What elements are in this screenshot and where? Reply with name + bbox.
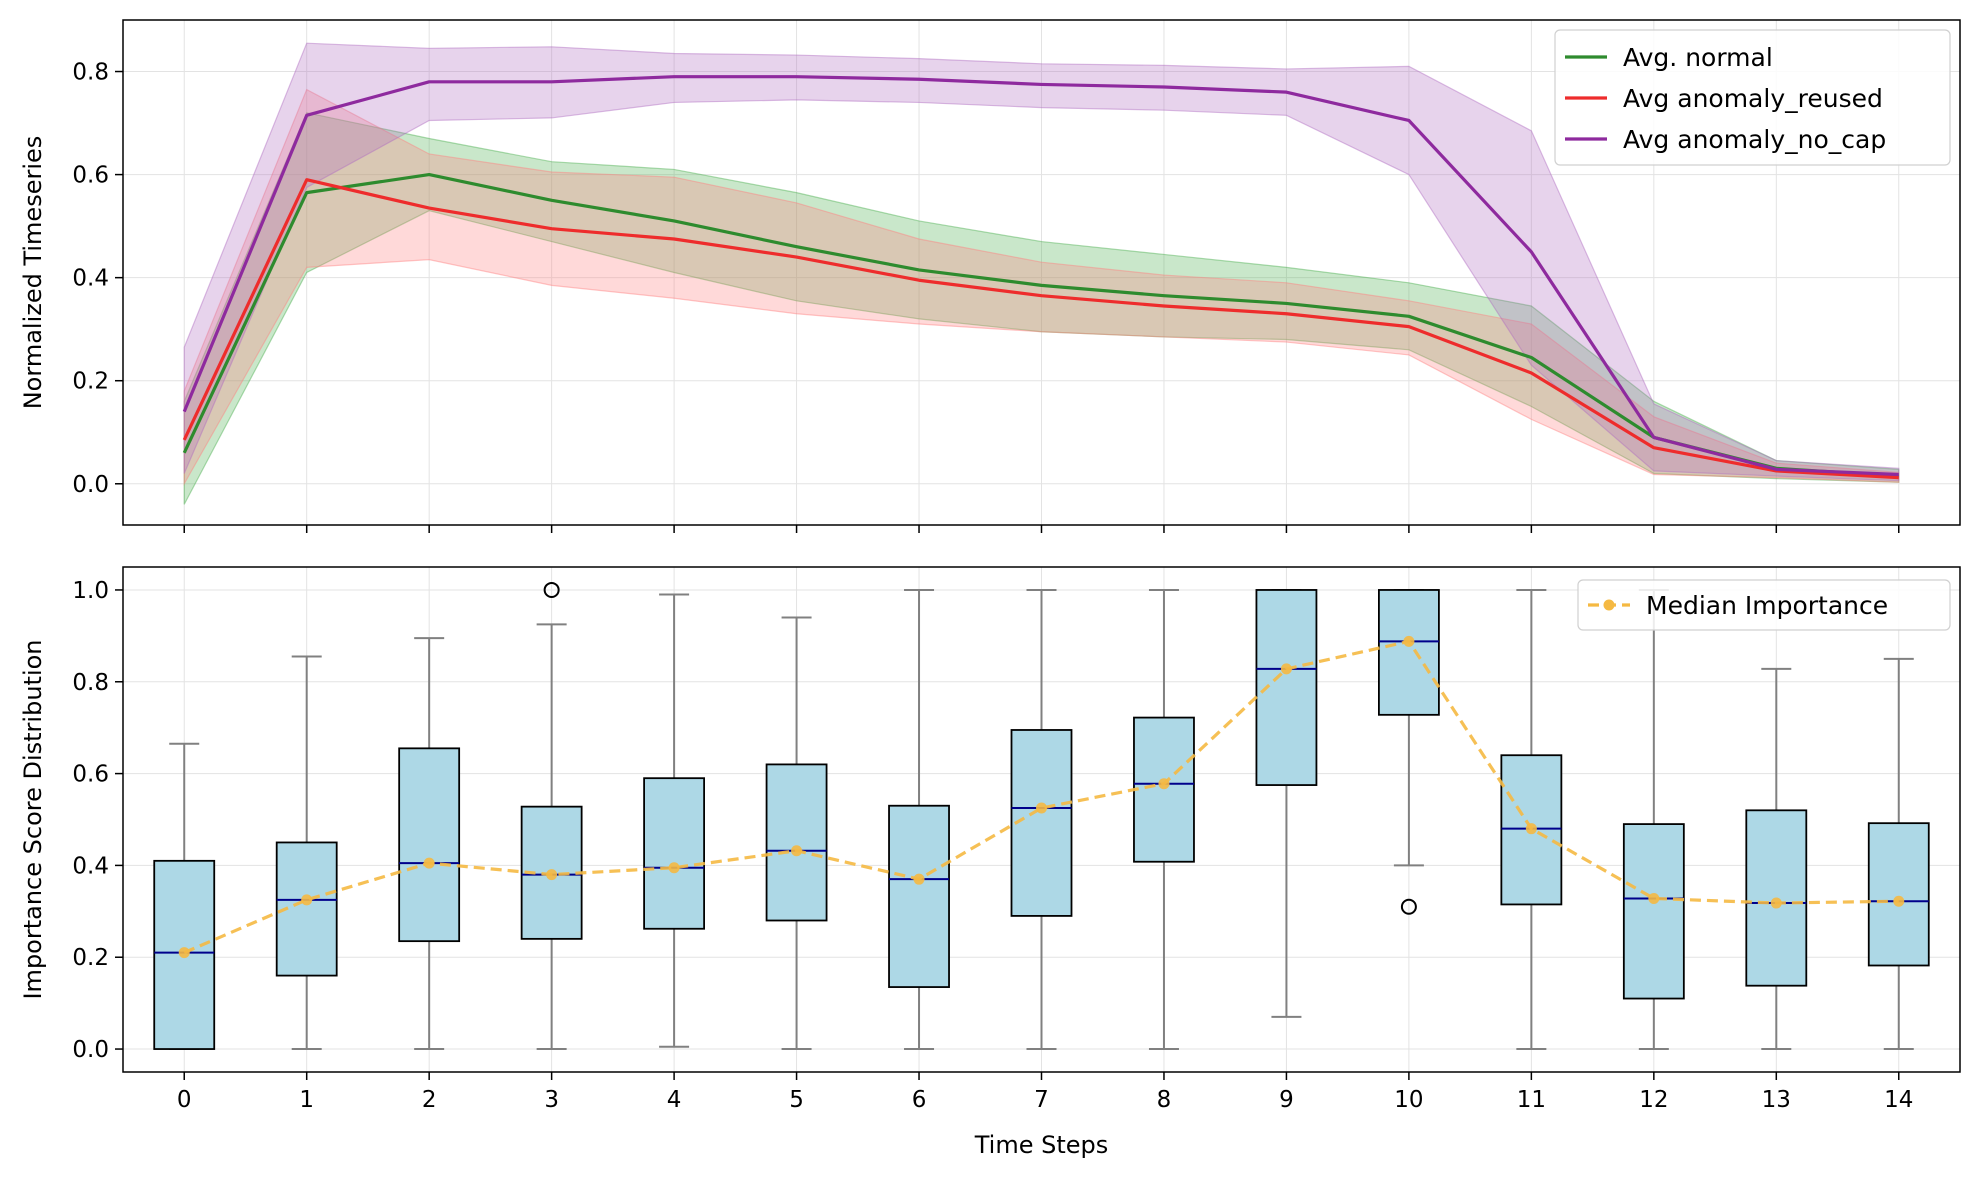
box-body — [643, 777, 705, 930]
legend-marker-median — [1603, 599, 1615, 611]
x-tick-label: 6 — [912, 1087, 927, 1113]
x-tick-label: 1 — [299, 1087, 314, 1113]
top-legend-box — [1554, 29, 1951, 166]
median-importance-point — [1403, 635, 1415, 647]
x-tick-label: 11 — [1517, 1087, 1546, 1113]
box-14 — [1867, 657, 1930, 1051]
x-tick-label: 5 — [789, 1087, 804, 1113]
box-0 — [153, 742, 216, 1051]
box-body — [1622, 823, 1685, 1000]
legend-label-0: Avg. normal — [1623, 43, 1773, 72]
x-axis-label: Time Steps — [974, 1131, 1109, 1159]
median-importance-point — [668, 862, 680, 874]
top-y-axis-label: Normalized Timeseries — [19, 136, 47, 410]
median-importance-line — [183, 639, 1899, 955]
top-y-tick-label: 0.4 — [72, 266, 109, 292]
bottom-legend: Median Importance — [1577, 579, 1951, 631]
top-y-tick-label: 0.2 — [72, 369, 109, 395]
box-body — [1010, 729, 1073, 917]
series-line-0 — [182, 172, 1899, 478]
bottom-y-axis-label: Importance Score Distribution — [19, 639, 47, 999]
median-importance-point — [1036, 802, 1047, 814]
box-body — [765, 763, 828, 922]
median-importance-point — [546, 869, 558, 881]
bottom-y-tick-label: 0.0 — [72, 1037, 109, 1063]
box-9 — [1255, 588, 1318, 1018]
median-importance-point — [301, 894, 313, 906]
box-body — [398, 747, 461, 943]
x-tick-label: 8 — [1157, 1087, 1172, 1113]
box-2 — [398, 637, 461, 1051]
x-tick-label: 7 — [1034, 1087, 1049, 1113]
box-1 — [275, 655, 338, 1051]
top-y-tick-label: 0.8 — [72, 60, 109, 86]
bottom-y-tick-label: 0.6 — [72, 762, 109, 788]
box-body — [1133, 716, 1195, 863]
legend-label-median: Median Importance — [1646, 591, 1888, 620]
box-11 — [1500, 588, 1563, 1051]
bottom-y-tick-label: 1.0 — [72, 578, 109, 604]
top-legend: Avg. normal Avg anomaly_reused Avg anomaly… — [1554, 29, 1951, 166]
median-importance-point — [913, 873, 925, 885]
x-tick-label: 12 — [1639, 1087, 1668, 1113]
median-importance-point — [178, 947, 190, 959]
series-line-1 — [182, 178, 1899, 480]
box-body — [1378, 589, 1440, 716]
box-body — [888, 804, 950, 988]
x-tick-label: 14 — [1884, 1087, 1913, 1113]
median-importance-point — [1648, 892, 1660, 904]
x-tick-label: 13 — [1762, 1087, 1791, 1113]
bottom-y-tick-label: 0.8 — [72, 670, 109, 696]
bottom-y-tick-label: 0.2 — [72, 945, 109, 971]
x-tick-label: 4 — [667, 1087, 682, 1113]
x-tick-label: 3 — [544, 1087, 559, 1113]
bottom-legend-box — [1577, 579, 1951, 631]
x-tick-label: 2 — [422, 1087, 437, 1113]
series-line-2 — [182, 75, 1899, 477]
x-tick-label: 10 — [1394, 1087, 1423, 1113]
box-13 — [1745, 667, 1808, 1051]
box-body — [1867, 822, 1930, 967]
box-flier — [543, 581, 560, 598]
x-tick-label: 9 — [1279, 1087, 1294, 1113]
legend-label-2: Avg anomaly_no_cap — [1623, 125, 1886, 154]
box-10 — [1378, 588, 1440, 915]
box-12 — [1622, 588, 1685, 1051]
median-importance-point — [1893, 895, 1905, 907]
box-8 — [1133, 588, 1195, 1051]
box-4 — [643, 593, 705, 1048]
median-importance-point — [1770, 897, 1782, 909]
median-importance-point — [791, 845, 803, 857]
median-importance-point — [423, 857, 435, 869]
box-3 — [520, 581, 583, 1051]
median-importance-point — [1525, 823, 1537, 835]
legend-label-1: Avg anomaly_reused — [1623, 84, 1883, 113]
box-5 — [765, 616, 828, 1051]
median-importance-point — [1280, 663, 1292, 675]
x-tick-label: 0 — [177, 1087, 192, 1113]
bottom-y-tick-label: 0.4 — [72, 853, 109, 879]
bottom-panel: 0 1 2 3 4 5 6 7 8 9 10 11 12 13 140.00.20.40.60.81.0Im… — [19, 566, 1961, 1159]
top-panel: 0.0 0.2 0.4 0.6 0.8 Normalized Timeseries Avg.… — [19, 19, 1961, 533]
box-flier — [1400, 898, 1417, 915]
top-y-tick-label: 0.6 — [72, 163, 109, 189]
box-6 — [888, 588, 950, 1051]
band-2 — [183, 42, 1900, 482]
top-y-tick-label: 0.0 — [72, 472, 109, 498]
median-importance-point — [1158, 778, 1170, 790]
